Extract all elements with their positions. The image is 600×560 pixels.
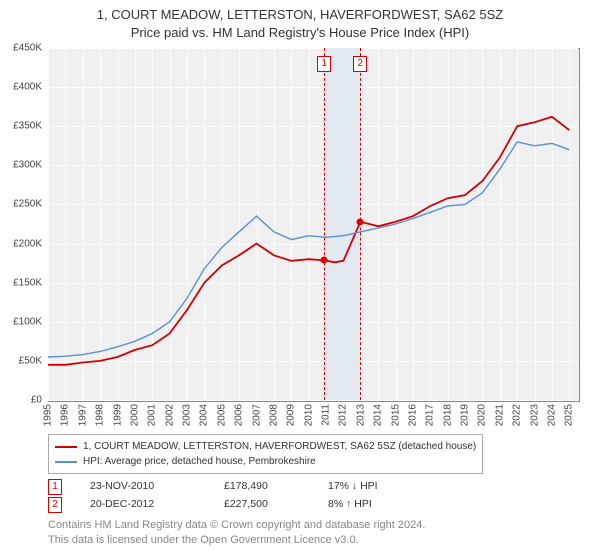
x-axis-label: 2021 <box>494 404 505 426</box>
x-axis-label: 1996 <box>60 404 71 426</box>
x-axis-label: 1997 <box>77 404 88 426</box>
x-axis-label: 2020 <box>477 404 488 426</box>
footnote-line-1: Contains HM Land Registry data © Crown c… <box>48 518 425 533</box>
transaction-date: 23-NOV-2010 <box>90 478 210 496</box>
transaction-row: 1 23-NOV-2010 £178,490 17% ↓ HPI <box>48 478 418 496</box>
transaction-price: £227,500 <box>224 496 314 514</box>
y-axis-label: £250K <box>2 199 42 210</box>
x-axis-label: 2017 <box>425 404 436 426</box>
x-axis-label: 2024 <box>546 404 557 426</box>
y-axis-label: £50K <box>2 355 42 366</box>
legend-label: HPI: Average price, detached house, Pemb… <box>83 454 316 469</box>
transaction-price: £178,490 <box>224 478 314 496</box>
x-axis-label: 2012 <box>338 404 349 426</box>
transaction-row: 2 20-DEC-2012 £227,500 8% ↑ HPI <box>48 496 418 514</box>
footnote-line-2: This data is licensed under the Open Gov… <box>48 533 425 548</box>
transaction-rows: 1 23-NOV-2010 £178,490 17% ↓ HPI 2 20-DEC-201… <box>48 478 418 514</box>
y-axis-label: £100K <box>2 316 42 327</box>
y-axis-label: £350K <box>2 121 42 132</box>
y-axis-label: £0 <box>2 395 42 406</box>
x-axis-label: 2008 <box>268 404 279 426</box>
y-axis-label: £400K <box>2 82 42 93</box>
x-axis-label: 2002 <box>164 404 175 426</box>
chart-area: 12 £0£50K£100K£150K£200K£250K£300K£350K£… <box>48 48 578 400</box>
series-line <box>48 142 569 357</box>
x-axis-label: 2023 <box>529 404 540 426</box>
legend: 1, COURT MEADOW, LETTERSTON, HAVERFORDWE… <box>48 434 483 474</box>
legend-item: 1, COURT MEADOW, LETTERSTON, HAVERFORDWE… <box>55 439 476 454</box>
transaction-marker: 2 <box>48 497 62 513</box>
transaction-pct: 17% ↓ HPI <box>328 478 418 496</box>
title-line-2: Price paid vs. HM Land Registry's House … <box>0 24 600 42</box>
legend-swatch <box>55 446 77 448</box>
event-marker: 1 <box>317 56 331 72</box>
x-axis-label: 2022 <box>512 404 523 426</box>
sale-point <box>321 257 328 264</box>
x-axis-label: 2013 <box>355 404 366 426</box>
y-axis-label: £450K <box>2 43 42 54</box>
y-axis-label: £300K <box>2 160 42 171</box>
legend-label: 1, COURT MEADOW, LETTERSTON, HAVERFORDWE… <box>83 439 476 454</box>
x-axis-label: 2019 <box>460 404 471 426</box>
x-axis-label: 2014 <box>373 404 384 426</box>
chart-title: 1, COURT MEADOW, LETTERSTON, HAVERFORDWE… <box>0 0 600 42</box>
transaction-marker: 1 <box>48 479 62 495</box>
transaction-pct: 8% ↑ HPI <box>328 496 418 514</box>
x-axis-label: 1995 <box>43 404 54 426</box>
legend-swatch <box>55 461 77 463</box>
title-line-1: 1, COURT MEADOW, LETTERSTON, HAVERFORDWE… <box>0 6 600 24</box>
footnote: Contains HM Land Registry data © Crown c… <box>48 518 425 549</box>
x-axis-label: 2006 <box>234 404 245 426</box>
transaction-date: 20-DEC-2012 <box>90 496 210 514</box>
x-axis-label: 2009 <box>286 404 297 426</box>
event-vline <box>324 48 325 400</box>
x-axis-label: 2010 <box>303 404 314 426</box>
x-axis-label: 1998 <box>95 404 106 426</box>
sale-point <box>357 219 364 226</box>
chart-lines <box>48 48 578 400</box>
x-axis-label: 2016 <box>407 404 418 426</box>
series-line <box>48 117 569 365</box>
x-axis-label: 2001 <box>147 404 158 426</box>
y-axis-label: £200K <box>2 238 42 249</box>
x-axis-label: 2025 <box>564 404 575 426</box>
legend-item: HPI: Average price, detached house, Pemb… <box>55 454 476 469</box>
x-axis-label: 2011 <box>321 404 332 426</box>
x-axis-label: 2004 <box>199 404 210 426</box>
x-axis-label: 2003 <box>182 404 193 426</box>
y-axis-label: £150K <box>2 277 42 288</box>
x-axis-label: 2015 <box>390 404 401 426</box>
x-axis-label: 2007 <box>251 404 262 426</box>
x-axis-label: 1999 <box>112 404 123 426</box>
x-axis-label: 2018 <box>442 404 453 426</box>
event-marker: 2 <box>353 56 367 72</box>
x-axis-label: 2005 <box>216 404 227 426</box>
x-axis-label: 2000 <box>129 404 140 426</box>
gridline-h <box>48 400 578 401</box>
